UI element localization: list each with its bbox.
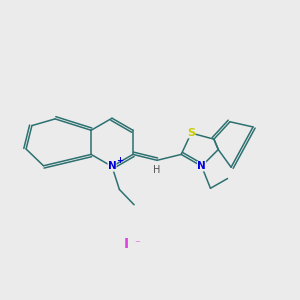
Text: N: N	[197, 161, 206, 171]
Text: I: I	[124, 237, 129, 251]
Text: ⁻: ⁻	[134, 239, 140, 249]
Text: S: S	[187, 128, 195, 138]
Text: N: N	[108, 161, 116, 172]
Text: H: H	[153, 165, 161, 175]
Text: +: +	[116, 155, 123, 164]
